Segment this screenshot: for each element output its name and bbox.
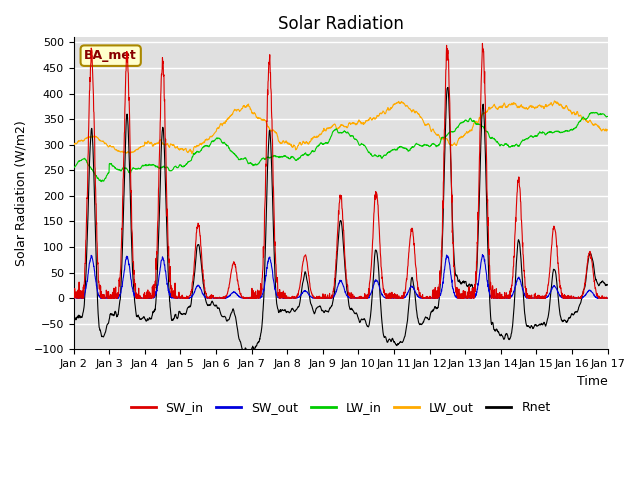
Title: Solar Radiation: Solar Radiation bbox=[278, 15, 404, 33]
SW_in bbox=[557, 286, 564, 291]
LW_in bbox=[70, 165, 77, 170]
Rnet bbox=[604, 282, 611, 288]
LW_in bbox=[368, 153, 376, 158]
SW_out bbox=[219, 295, 227, 301]
LW_out bbox=[550, 98, 558, 104]
SW_out bbox=[70, 295, 77, 301]
SW_out bbox=[367, 289, 375, 295]
LW_out bbox=[356, 119, 364, 125]
Line: SW_in: SW_in bbox=[74, 43, 607, 298]
LW_out bbox=[604, 127, 611, 133]
LW_out bbox=[188, 151, 196, 156]
LW_in bbox=[356, 142, 364, 148]
LW_in bbox=[496, 143, 504, 149]
SW_in bbox=[70, 295, 77, 301]
LW_in bbox=[219, 140, 227, 146]
Rnet bbox=[557, 315, 564, 321]
Rnet bbox=[368, 300, 376, 306]
Rnet bbox=[70, 317, 77, 323]
SW_in bbox=[367, 262, 375, 268]
Line: LW_out: LW_out bbox=[74, 101, 607, 154]
LW_out bbox=[557, 102, 564, 108]
Line: Rnet: Rnet bbox=[74, 87, 607, 357]
LW_out bbox=[368, 117, 376, 123]
Rnet bbox=[219, 314, 227, 320]
SW_out bbox=[479, 252, 486, 258]
LW_in bbox=[604, 114, 611, 120]
SW_out bbox=[496, 294, 504, 300]
SW_out bbox=[572, 295, 579, 301]
Line: LW_in: LW_in bbox=[74, 112, 607, 182]
Rnet bbox=[572, 309, 579, 314]
LW_in bbox=[557, 130, 564, 136]
Rnet bbox=[496, 333, 504, 338]
SW_out bbox=[557, 293, 564, 299]
SW_in bbox=[479, 40, 486, 46]
X-axis label: Time: Time bbox=[577, 374, 607, 387]
LW_in bbox=[97, 179, 105, 185]
Rnet bbox=[244, 354, 252, 360]
Legend: SW_in, SW_out, LW_in, LW_out, Rnet: SW_in, SW_out, LW_in, LW_out, Rnet bbox=[125, 396, 556, 419]
SW_out bbox=[604, 295, 611, 301]
LW_in bbox=[590, 109, 598, 115]
Line: SW_out: SW_out bbox=[74, 255, 607, 298]
SW_in bbox=[356, 294, 364, 300]
SW_in bbox=[572, 295, 579, 300]
Rnet bbox=[444, 84, 452, 90]
LW_out bbox=[496, 104, 504, 110]
Rnet bbox=[356, 319, 364, 325]
Text: BA_met: BA_met bbox=[84, 49, 137, 62]
LW_in bbox=[572, 125, 579, 131]
SW_in bbox=[496, 289, 504, 295]
LW_out bbox=[572, 112, 579, 118]
SW_out bbox=[356, 295, 364, 301]
LW_out bbox=[219, 120, 227, 126]
SW_in bbox=[604, 295, 611, 301]
Y-axis label: Solar Radiation (W/m2): Solar Radiation (W/m2) bbox=[15, 120, 28, 266]
LW_out bbox=[70, 143, 77, 148]
SW_in bbox=[219, 295, 227, 301]
